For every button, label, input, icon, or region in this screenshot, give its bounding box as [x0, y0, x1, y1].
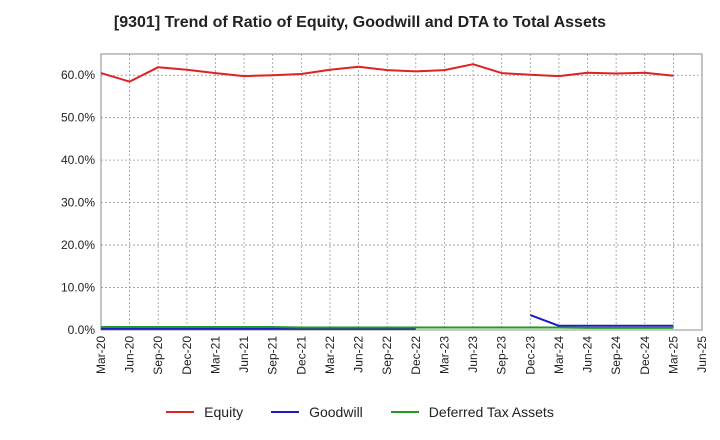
x-tick-label: Mar-20: [94, 336, 108, 374]
y-tick-label: 50.0%: [61, 111, 95, 125]
legend-swatch-goodwill: [271, 411, 300, 413]
legend-label-goodwill: Goodwill: [309, 404, 363, 420]
x-tick-label: Dec-21: [294, 336, 308, 375]
x-tick-label: Sep-20: [151, 336, 165, 375]
x-tick-label: Jun-25: [695, 336, 709, 373]
legend-item-dta: Deferred Tax Assets: [390, 404, 554, 420]
grid-lines: [101, 54, 702, 331]
x-tick-label: Sep-24: [609, 336, 623, 375]
series-line-equity: [100, 63, 674, 83]
x-tick-label: Dec-24: [638, 336, 652, 375]
x-tick-label: Mar-24: [552, 336, 566, 374]
plot-area: [100, 53, 703, 331]
y-tick-label: 20.0%: [61, 238, 95, 252]
x-tick-label: Jun-22: [352, 336, 366, 373]
series-line-goodwill: [529, 314, 674, 327]
x-tick-label: Mar-22: [323, 336, 337, 374]
y-tick-label: 0.0%: [68, 323, 96, 337]
legend-label-dta: Deferred Tax Assets: [428, 404, 554, 420]
legend-item-goodwill: Goodwill: [271, 404, 363, 420]
x-tick-label: Dec-20: [180, 336, 194, 375]
series-line-deferred-tax-assets: [101, 326, 674, 329]
legend-swatch-equity: [166, 411, 195, 413]
x-tick-label: Sep-22: [380, 336, 394, 375]
x-tick-label: Jun-23: [466, 336, 480, 373]
x-tick-label: Sep-21: [266, 336, 280, 375]
x-tick-label: Jun-24: [581, 336, 595, 373]
x-tick-label: Jun-20: [123, 336, 137, 373]
x-tick-label: Jun-21: [237, 336, 251, 373]
legend: Equity Goodwill Deferred Tax Assets: [0, 404, 720, 420]
y-tick-label: 30.0%: [61, 196, 95, 210]
legend-item-equity: Equity: [166, 404, 243, 420]
x-tick-label: Dec-23: [523, 336, 537, 375]
legend-swatch-dta: [390, 411, 419, 413]
y-axis-ticks: 0.0% 10.0% 20.0% 30.0% 40.0% 50.0% 60.0%: [61, 68, 95, 337]
x-axis-ticks: Mar-20 Jun-20 Sep-20 Dec-20 Mar-21 Jun-21 Sep-…: [94, 336, 709, 375]
y-tick-label: 10.0%: [61, 281, 95, 295]
chart-title: [9301] Trend of Ratio of Equity, Goodwil…: [113, 14, 607, 31]
x-tick-label: Mar-23: [437, 336, 451, 374]
x-tick-label: Mar-21: [208, 336, 222, 374]
x-tick-label: Mar-25: [666, 336, 680, 374]
x-tick-label: Sep-23: [495, 336, 509, 375]
x-tick-label: Dec-22: [409, 336, 423, 375]
y-tick-label: 60.0%: [61, 68, 95, 82]
legend-label-equity: Equity: [204, 404, 244, 420]
y-tick-label: 40.0%: [61, 153, 95, 167]
series-lines: [100, 63, 674, 330]
